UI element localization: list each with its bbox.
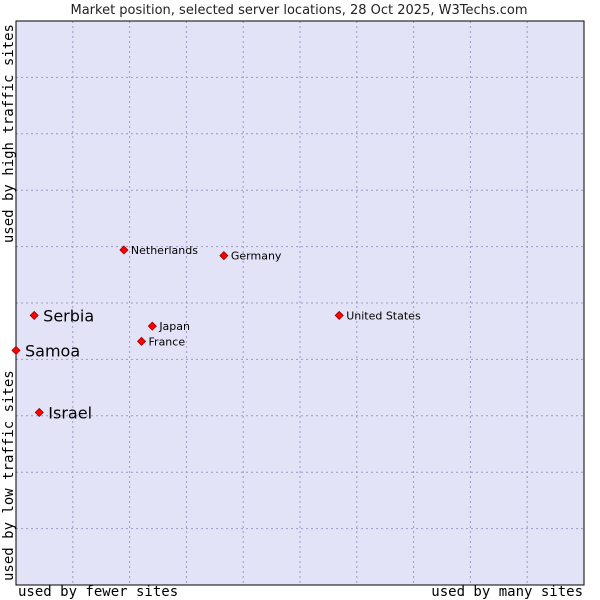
point-label: United States [346,309,421,322]
data-point-israel: Israel [34,403,92,422]
data-point-japan: Japan [147,320,190,333]
data-point-germany: Germany [219,250,282,263]
point-marker [11,345,21,355]
data-point-netherlands: Netherlands [119,244,198,257]
point-marker [334,310,344,320]
point-marker [147,321,157,331]
y-axis-label-top: used by high traffic sites [1,24,17,243]
data-point-serbia: Serbia [29,306,94,325]
y-axis-label-bottom: used by low traffic sites [1,370,17,581]
point-label: Israel [48,403,92,422]
data-points: Netherlands Germany Serbia United States Jap… [11,244,421,422]
data-point-samoa: Samoa [11,341,80,360]
x-axis-label-right: used by many sites [431,584,583,600]
point-marker [136,336,147,346]
point-marker [29,310,39,320]
point-label: Samoa [25,341,80,360]
chart-title: Market position, selected server locatio… [70,3,527,18]
x-axis-label-left: used by fewer sites [18,584,178,600]
point-label: Serbia [43,306,94,325]
data-point-united-states: United States [334,309,421,322]
point-marker [119,245,129,255]
grid [16,21,584,585]
point-label: Germany [231,250,282,263]
point-label: France [149,335,186,348]
plot-frame [15,20,585,586]
point-marker [34,407,44,417]
point-marker [219,251,229,261]
point-label: Japan [158,320,190,333]
point-label: Netherlands [131,244,198,257]
data-point-france: France [136,335,186,348]
